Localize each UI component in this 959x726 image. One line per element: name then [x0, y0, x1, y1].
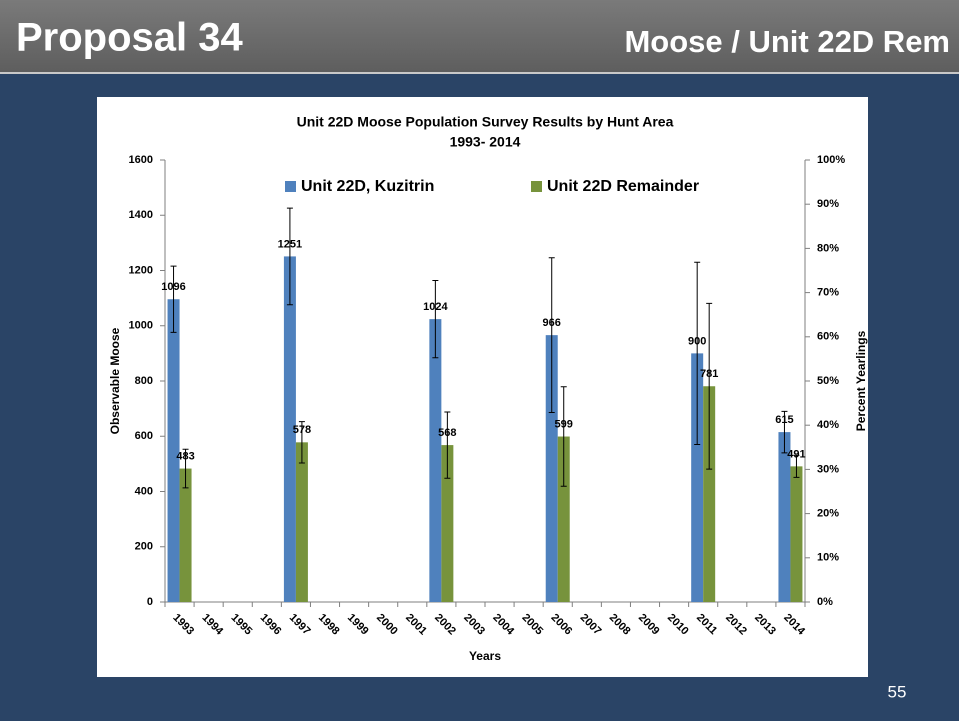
error-bar: [170, 265, 177, 333]
error-bar: [781, 410, 788, 454]
y-tick-label: 0: [147, 596, 153, 608]
y-tick-label: 1600: [129, 154, 153, 166]
y-tick-label: 1400: [129, 209, 153, 221]
legend-swatch: [531, 181, 542, 192]
y2-tick-label: 60%: [817, 331, 839, 343]
error-bar: [432, 279, 439, 359]
legend-label: Unit 22D, Kuzitrin: [301, 178, 434, 195]
bar: [167, 299, 180, 602]
bar: [790, 466, 803, 602]
error-bar: [706, 302, 713, 470]
error-bar: [793, 454, 800, 478]
y-tick-label: 800: [135, 375, 153, 387]
y-tick-label: 1000: [129, 320, 153, 332]
y2-tick-label: 100%: [817, 154, 845, 166]
error-bar: [298, 421, 305, 464]
y2-tick-label: 80%: [817, 242, 839, 254]
bar: [557, 436, 570, 602]
data-label: 1251: [278, 238, 302, 250]
data-label: 1096: [161, 281, 185, 293]
data-label: 900: [688, 335, 706, 347]
y2-axis-title: Percent Yearlings: [854, 330, 868, 431]
data-label: 568: [438, 427, 456, 439]
bar: [179, 468, 192, 602]
bar: [545, 335, 558, 602]
bar: [778, 432, 791, 602]
bar: [703, 386, 716, 602]
data-label: 483: [176, 450, 194, 462]
y2-tick-label: 50%: [817, 375, 839, 387]
legend-label: Unit 22D Remainder: [547, 178, 699, 195]
chart-title: Unit 22D Moose Population Survey Results…: [297, 114, 674, 130]
y2-tick-label: 70%: [817, 287, 839, 299]
y2-tick-label: 30%: [817, 463, 839, 475]
bar: [441, 445, 454, 602]
error-bar: [286, 207, 293, 306]
data-label: 615: [775, 414, 793, 426]
y2-tick-label: 0%: [817, 596, 833, 608]
data-label: 599: [555, 418, 573, 430]
bar: [429, 319, 442, 602]
data-label: 491: [787, 448, 805, 460]
slide-title: Proposal 34: [16, 16, 244, 60]
data-label: 966: [543, 317, 561, 329]
legend-swatch: [285, 181, 296, 192]
bar: [283, 256, 296, 602]
error-bar: [560, 386, 567, 487]
header-band: [0, 0, 959, 72]
x-axis-title: Years: [469, 649, 501, 663]
y-tick-label: 400: [135, 485, 153, 497]
data-label: 578: [293, 424, 311, 436]
slide-subtitle: Moose / Unit 22D Rem: [624, 24, 950, 59]
y2-tick-label: 40%: [817, 419, 839, 431]
data-label: 1024: [423, 301, 448, 313]
error-bar: [182, 448, 189, 489]
error-bar: [548, 257, 555, 413]
error-bar: [694, 261, 701, 446]
y2-tick-label: 20%: [817, 508, 839, 520]
data-label: 781: [700, 368, 718, 380]
y-tick-label: 1200: [129, 264, 153, 276]
page-number: 55: [888, 682, 907, 701]
y2-tick-label: 10%: [817, 552, 839, 564]
y-tick-label: 600: [135, 430, 153, 442]
y-tick-label: 200: [135, 541, 153, 553]
bar: [295, 442, 308, 602]
error-bar: [444, 411, 451, 479]
y-axis-title: Observable Moose: [108, 327, 122, 434]
header-rule: [0, 72, 959, 74]
y2-tick-label: 90%: [817, 198, 839, 210]
chart-area: [97, 97, 868, 677]
chart-subtitle: 1993- 2014: [450, 134, 521, 150]
bar: [691, 353, 704, 602]
